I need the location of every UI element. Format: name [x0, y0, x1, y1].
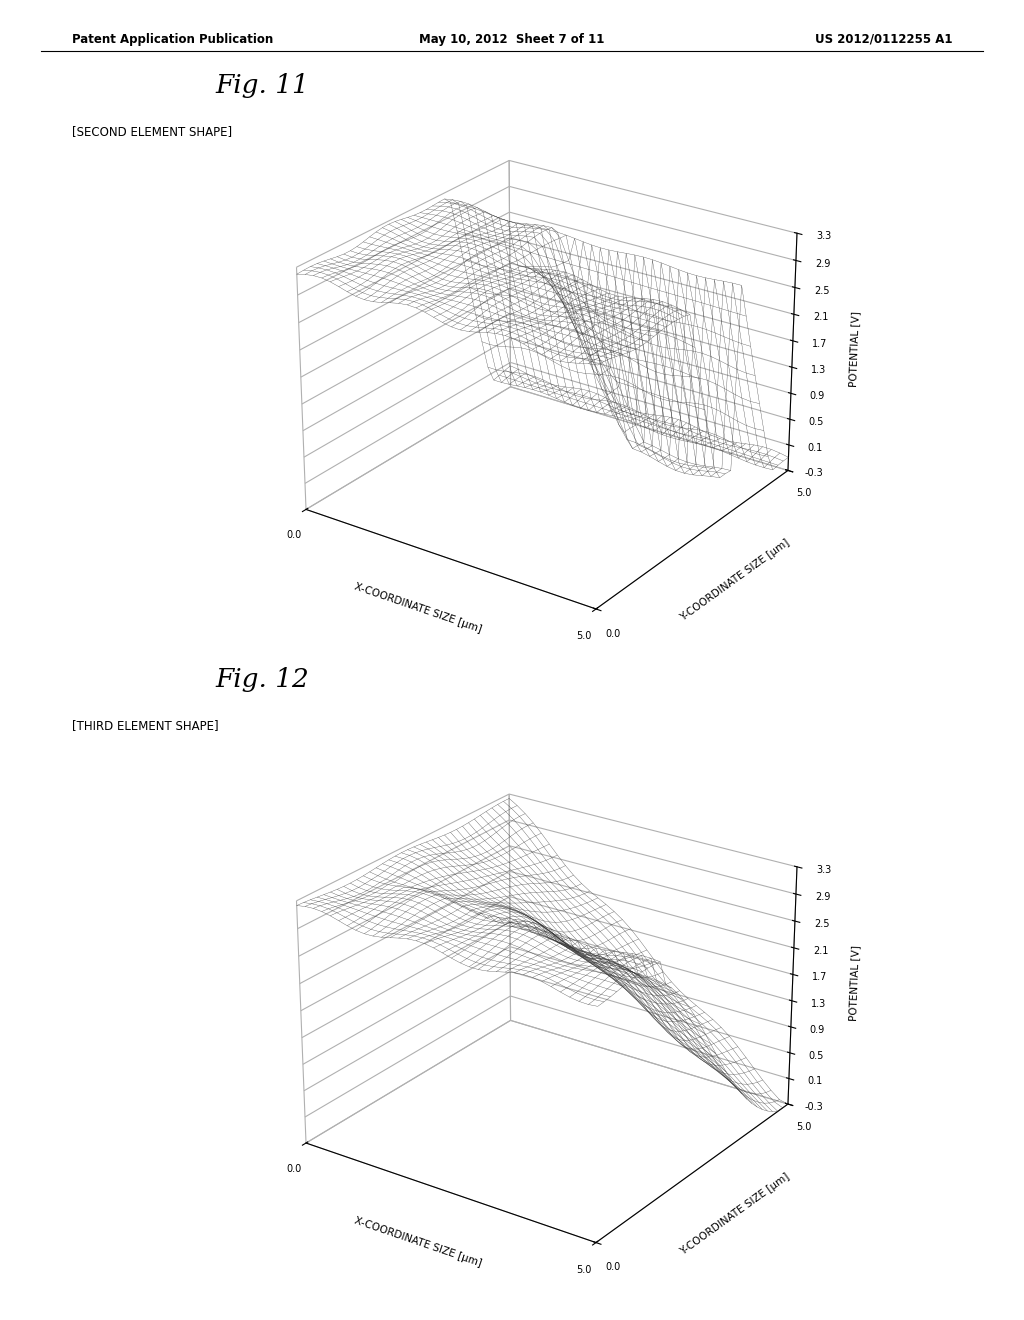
X-axis label: X-COORDINATE SIZE [μm]: X-COORDINATE SIZE [μm] [353, 1216, 483, 1269]
X-axis label: X-COORDINATE SIZE [μm]: X-COORDINATE SIZE [μm] [353, 582, 483, 635]
Text: May 10, 2012  Sheet 7 of 11: May 10, 2012 Sheet 7 of 11 [419, 33, 605, 46]
Text: Fig. 11: Fig. 11 [215, 73, 309, 98]
Text: [SECOND ELEMENT SHAPE]: [SECOND ELEMENT SHAPE] [72, 125, 231, 139]
Text: US 2012/0112255 A1: US 2012/0112255 A1 [815, 33, 952, 46]
Y-axis label: Y-COORDINATE SIZE [μm]: Y-COORDINATE SIZE [μm] [679, 537, 792, 623]
Text: Patent Application Publication: Patent Application Publication [72, 33, 273, 46]
Y-axis label: Y-COORDINATE SIZE [μm]: Y-COORDINATE SIZE [μm] [679, 1171, 792, 1257]
Text: Fig. 12: Fig. 12 [215, 667, 309, 692]
Text: [THIRD ELEMENT SHAPE]: [THIRD ELEMENT SHAPE] [72, 719, 218, 733]
